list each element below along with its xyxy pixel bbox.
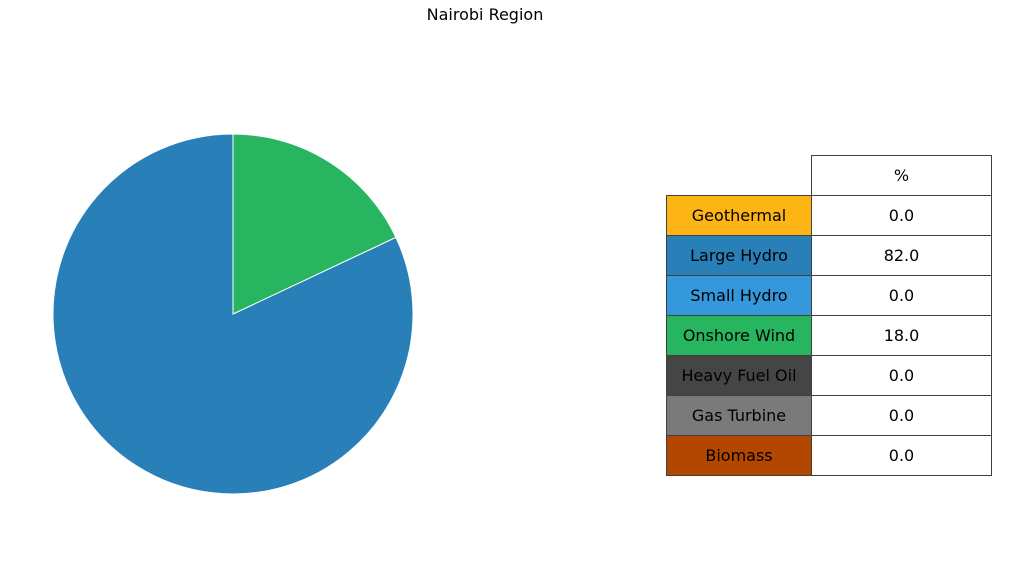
table-row: Geothermal 0.0 <box>666 195 992 236</box>
table-row-label: Gas Turbine <box>666 395 812 436</box>
table-row-value: 0.0 <box>811 395 992 436</box>
pie-slice-large-hydro <box>52 133 414 495</box>
table-row: Gas Turbine 0.0 <box>666 395 992 436</box>
table-row: Small Hydro 0.0 <box>666 275 992 316</box>
table-row-value: 0.0 <box>811 435 992 476</box>
table-row-label: Large Hydro <box>666 235 812 276</box>
table-header-row: % <box>667 155 992 196</box>
table-row: Large Hydro 82.0 <box>666 235 992 276</box>
table-row-label: Biomass <box>666 435 812 476</box>
table-row-label: Geothermal <box>666 195 812 236</box>
table-row-value: 0.0 <box>811 355 992 396</box>
table-row: Biomass 0.0 <box>666 435 992 476</box>
table-row-value: 18.0 <box>811 315 992 356</box>
table-corner-cell <box>667 156 812 196</box>
table-row-label: Small Hydro <box>666 275 812 316</box>
table-row-value: 82.0 <box>811 235 992 276</box>
table-row: Onshore Wind 18.0 <box>666 315 992 356</box>
table-header-cell: % <box>811 155 992 196</box>
data-table: % Geothermal 0.0 Large Hydro 82.0 Small Hydr… <box>666 155 992 476</box>
table-row-value: 0.0 <box>811 195 992 236</box>
pie-chart <box>52 133 414 495</box>
table-row-label: Onshore Wind <box>666 315 812 356</box>
chart-title: Nairobi Region <box>426 5 544 24</box>
table-row-value: 0.0 <box>811 275 992 316</box>
table-row-label: Heavy Fuel Oil <box>666 355 812 396</box>
table-row: Heavy Fuel Oil 0.0 <box>666 355 992 396</box>
pie-slice-onshore-wind <box>232 133 397 315</box>
